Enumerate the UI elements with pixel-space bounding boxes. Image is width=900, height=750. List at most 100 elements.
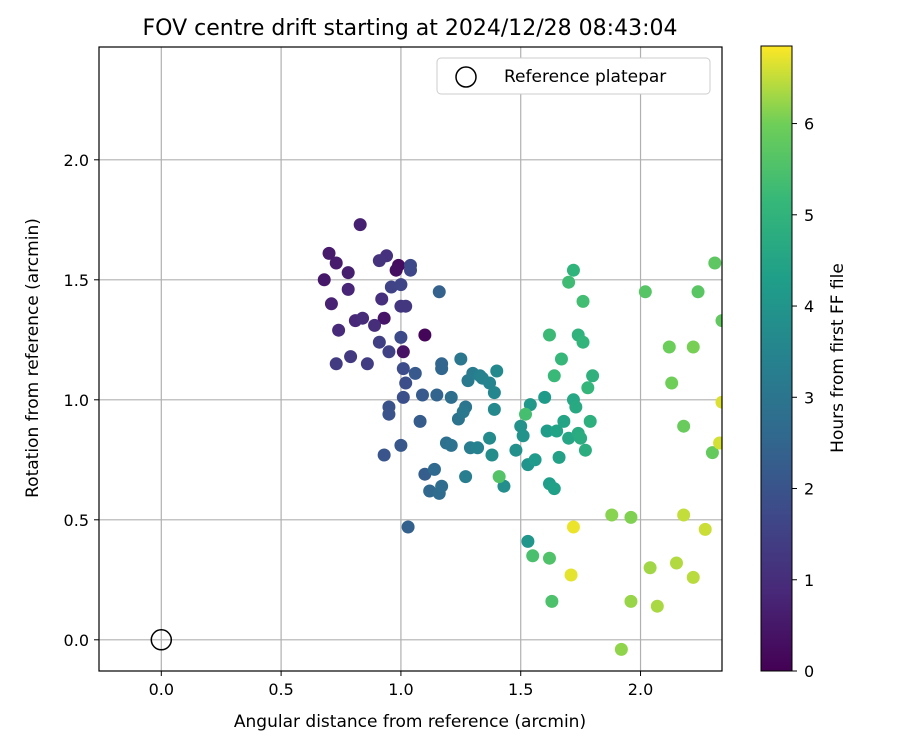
data-point: [677, 508, 691, 522]
data-point: [344, 350, 358, 364]
data-point: [382, 345, 396, 359]
data-point: [669, 556, 683, 570]
data-point: [552, 450, 566, 464]
data-point: [435, 479, 449, 493]
y-tick-label: 2.0: [64, 151, 89, 170]
legend-label: Reference platepar: [504, 67, 666, 87]
data-point: [485, 448, 499, 462]
data-point: [396, 362, 410, 376]
data-point: [554, 352, 568, 366]
data-point: [547, 482, 561, 496]
data-point: [519, 407, 533, 421]
data-point: [396, 390, 410, 404]
data-point: [427, 462, 441, 476]
data-point: [557, 414, 571, 428]
data-point: [497, 479, 511, 493]
data-point: [550, 424, 564, 438]
plot-background: [99, 47, 722, 671]
data-point: [415, 388, 429, 402]
data-point: [650, 599, 664, 613]
data-point: [487, 402, 501, 416]
colorbar-tick-label: 4: [804, 297, 814, 316]
data-point: [377, 311, 391, 325]
data-point: [516, 429, 530, 443]
data-point: [418, 467, 432, 481]
reference-platepar-marker: [150, 629, 173, 651]
data-point: [492, 470, 506, 484]
data-point: [545, 594, 559, 608]
data-point: [401, 520, 415, 534]
data-point: [341, 282, 355, 296]
data-point: [538, 390, 552, 404]
data-point: [562, 275, 576, 289]
data-point: [356, 311, 370, 325]
x-tick-label: 0.5: [268, 680, 293, 699]
data-point: [394, 438, 408, 452]
data-point: [353, 218, 367, 232]
colorbar: 0 1 2 3 4 5 6 Hours from first FF file: [760, 45, 848, 681]
data-point: [578, 443, 592, 457]
plot-area: 0.0 0.5 1.0 1.5 2.0 0.0 0.5 1.0 1.5 2.0: [64, 46, 723, 699]
data-point: [662, 340, 676, 354]
y-axis-label: Rotation from reference (arcmin): [23, 218, 43, 498]
data-point: [713, 436, 722, 450]
data-point: [408, 366, 422, 380]
data-point: [483, 376, 497, 390]
data-point: [456, 405, 470, 419]
data-point: [322, 246, 336, 260]
colorbar-tick-label: 3: [804, 388, 814, 407]
data-point: [523, 398, 537, 412]
data-point: [715, 314, 722, 328]
data-point: [542, 328, 556, 342]
data-point: [389, 263, 403, 277]
data-point: [705, 446, 719, 460]
legend-reference-marker: [455, 66, 477, 88]
data-point: [521, 534, 535, 548]
data-point: [665, 376, 679, 390]
data-point: [341, 266, 355, 280]
data-point: [360, 357, 374, 371]
data-point: [576, 335, 590, 349]
data-point: [540, 424, 554, 438]
data-point: [638, 285, 652, 299]
data-point: [435, 362, 449, 376]
data-point: [329, 256, 343, 270]
data-point: [375, 292, 389, 306]
data-point: [324, 297, 338, 311]
data-point: [677, 419, 691, 433]
data-point: [576, 294, 590, 308]
data-point: [487, 386, 501, 400]
colorbar-gradient: [760, 45, 793, 672]
data-point: [566, 520, 580, 534]
colorbar-tick-label: 1: [804, 571, 814, 590]
data-point: [526, 549, 540, 563]
data-point: [394, 278, 408, 292]
y-tick-label: 0.5: [64, 511, 89, 530]
data-point: [614, 642, 628, 656]
data-point: [708, 256, 722, 270]
y-tick-label: 1.0: [64, 391, 89, 410]
colorbar-ticks: 0 1 2 3 4 5 6: [792, 115, 814, 681]
data-point: [317, 273, 331, 287]
data-point: [686, 340, 700, 354]
data-point: [564, 568, 578, 582]
data-point: [569, 400, 583, 414]
data-point: [566, 263, 580, 277]
data-point: [542, 551, 556, 565]
y-tick-label: 0.0: [64, 631, 89, 650]
x-tick-label: 0.0: [149, 680, 174, 699]
data-point: [432, 285, 446, 299]
data-point: [444, 390, 458, 404]
data-point: [624, 594, 638, 608]
colorbar-tick-label: 6: [804, 115, 814, 134]
data-point: [483, 431, 497, 445]
data-point: [399, 299, 413, 313]
data-points: [317, 218, 722, 656]
data-point: [418, 328, 432, 342]
data-point: [586, 369, 600, 383]
data-point: [490, 364, 504, 378]
data-point: [562, 431, 576, 445]
data-point: [444, 438, 458, 452]
y-tick-label: 1.5: [64, 271, 89, 290]
